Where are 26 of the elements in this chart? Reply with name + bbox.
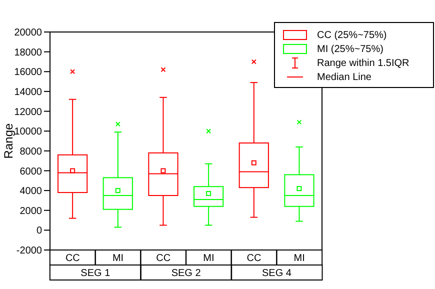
- annotation: Range within 1.5IQR: [317, 58, 410, 68]
- text: SEG 4: [262, 268, 292, 279]
- y-tick-label: 6000: [20, 166, 42, 178]
- y-tick-label: 2000: [20, 206, 42, 217]
- y-axis-title: Range: [1, 123, 16, 159]
- legend-label: CC (25%~75%): [317, 30, 387, 40]
- y-tick-label: 14000: [14, 87, 42, 98]
- x-tick-label: MI: [203, 253, 214, 264]
- y-tick-label: -2000: [16, 246, 42, 257]
- y-tick-label: 10000: [14, 126, 42, 138]
- y-tick-label: 12000: [14, 106, 42, 118]
- annotation: Median Line: [317, 72, 372, 82]
- x-tick-label: MI: [294, 253, 305, 264]
- x-tick-label: CC: [65, 253, 80, 264]
- y-tick-label: 16000: [14, 67, 42, 78]
- y-tick-label: 0: [36, 226, 42, 237]
- text: SEG 1: [80, 268, 111, 279]
- x-tick-label: CC: [156, 253, 171, 264]
- y-tick-label: 18000: [14, 47, 42, 58]
- y-tick-label: 20000: [14, 28, 42, 39]
- x-tick-label: CC: [246, 253, 262, 264]
- x-tick-label: MI: [112, 253, 124, 264]
- y-tick-label: 4000: [20, 186, 42, 198]
- legend-label: MI (25%~75%): [317, 44, 384, 54]
- text: SEG 2: [171, 268, 202, 279]
- y-tick-label: 8000: [20, 146, 42, 158]
